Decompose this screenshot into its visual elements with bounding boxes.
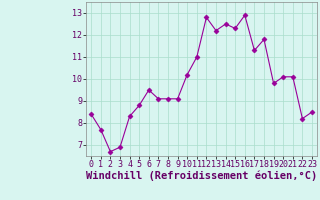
X-axis label: Windchill (Refroidissement éolien,°C): Windchill (Refroidissement éolien,°C) xyxy=(86,171,317,181)
